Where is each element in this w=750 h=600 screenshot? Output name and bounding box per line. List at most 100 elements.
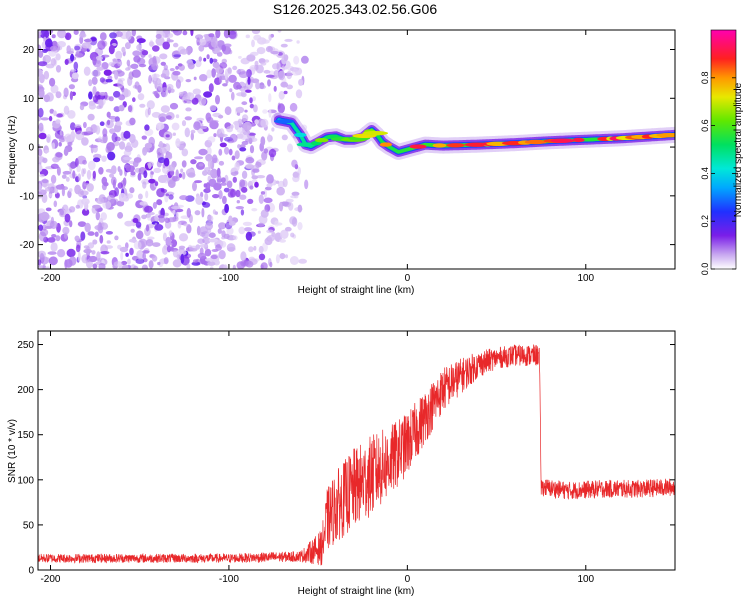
noise-speckle: [47, 237, 56, 243]
x-tick-label: -100: [219, 574, 239, 585]
noise-speckle: [46, 136, 51, 143]
noise-speckle: [67, 141, 73, 147]
noise-speckle: [181, 160, 187, 168]
noise-speckle: [103, 69, 112, 76]
ridge-hotspot: [296, 142, 315, 147]
noise-speckle: [40, 228, 49, 237]
noise-speckle: [81, 137, 89, 146]
noise-speckle: [258, 194, 264, 204]
noise-speckle: [281, 65, 285, 72]
noise-speckle: [38, 61, 48, 67]
noise-speckle: [187, 62, 195, 70]
noise-speckle: [39, 174, 45, 178]
noise-speckle: [148, 54, 152, 58]
noise-speckle: [164, 217, 170, 223]
noise-speckle: [266, 229, 274, 234]
noise-speckle: [57, 30, 67, 39]
noise-speckle: [38, 148, 43, 157]
noise-speckle: [198, 163, 204, 167]
noise-speckle: [75, 204, 81, 209]
noise-speckle: [207, 215, 214, 222]
noise-speckle: [247, 76, 251, 85]
y-tick-label: 20: [23, 45, 35, 56]
noise-speckle: [204, 248, 212, 257]
noise-speckle: [192, 181, 197, 192]
noise-speckle: [166, 152, 173, 158]
noise-speckle: [51, 234, 57, 238]
noise-speckle: [139, 201, 148, 206]
noise-speckle: [241, 114, 249, 122]
noise-speckle: [228, 30, 237, 39]
noise-speckle: [85, 126, 93, 134]
noise-speckle: [144, 205, 153, 213]
noise-speckle: [118, 104, 125, 112]
noise-speckle: [38, 132, 47, 140]
noise-speckle: [133, 157, 142, 163]
noise-speckle: [148, 162, 152, 169]
noise-speckle: [158, 141, 164, 149]
noise-speckle: [162, 41, 170, 50]
noise-speckle: [92, 170, 97, 179]
noise-speckle: [81, 208, 90, 216]
noise-speckle: [297, 222, 303, 231]
noise-speckle: [238, 55, 242, 59]
noise-speckle: [171, 122, 180, 131]
noise-speckle: [87, 231, 95, 236]
noise-speckle: [268, 93, 272, 103]
noise-speckle: [148, 260, 154, 269]
noise-speckle: [132, 50, 141, 57]
noise-speckle: [115, 31, 123, 38]
noise-speckle: [130, 228, 135, 233]
noise-speckle: [219, 62, 228, 69]
noise-speckle: [263, 188, 267, 199]
noise-speckle: [143, 170, 148, 179]
noise-speckle: [208, 178, 217, 187]
noise-speckle: [92, 204, 101, 209]
noise-speckle: [72, 170, 76, 179]
y-tick-label: 10: [23, 94, 35, 105]
noise-speckle: [194, 210, 201, 216]
noise-speckle: [223, 264, 228, 269]
noise-speckle: [253, 245, 257, 251]
noise-speckle: [118, 94, 126, 101]
noise-speckle: [275, 254, 280, 264]
noise-speckle: [168, 242, 173, 246]
noise-speckle: [266, 183, 273, 188]
noise-speckle: [211, 154, 218, 164]
noise-speckle: [241, 186, 248, 193]
noise-speckle: [65, 176, 70, 182]
noise-speckle: [178, 173, 182, 178]
ridge-hotspot: [314, 138, 329, 143]
colorbar-tick-label: 0.0: [700, 263, 710, 276]
noise-speckle: [263, 69, 271, 74]
noise-speckle: [139, 103, 146, 108]
noise-speckle: [258, 214, 268, 225]
noise-speckle: [175, 65, 180, 70]
noise-speckle: [40, 211, 50, 221]
noise-speckle: [92, 95, 99, 103]
noise-speckle: [147, 66, 153, 71]
noise-speckle: [107, 151, 116, 161]
noise-speckle: [42, 49, 48, 53]
noise-speckle: [260, 136, 266, 147]
noise-speckle: [100, 251, 110, 255]
noise-speckle: [268, 148, 277, 158]
noise-speckle: [280, 81, 289, 88]
noise-speckle: [235, 189, 241, 198]
noise-speckle: [220, 240, 227, 248]
noise-speckle: [251, 30, 261, 35]
noise-speckle: [148, 178, 156, 184]
ridge-hotspot: [572, 137, 585, 143]
noise-speckle: [41, 193, 48, 204]
noise-speckle: [230, 189, 237, 198]
noise-speckle: [212, 58, 218, 63]
noise-speckle: [190, 132, 194, 141]
noise-speckle: [213, 133, 217, 138]
noise-speckle: [51, 142, 56, 150]
noise-speckle: [50, 163, 59, 169]
noise-speckle: [69, 206, 76, 213]
noise-speckle: [228, 74, 237, 83]
noise-speckle: [43, 70, 50, 80]
noise-speckle: [154, 224, 164, 231]
